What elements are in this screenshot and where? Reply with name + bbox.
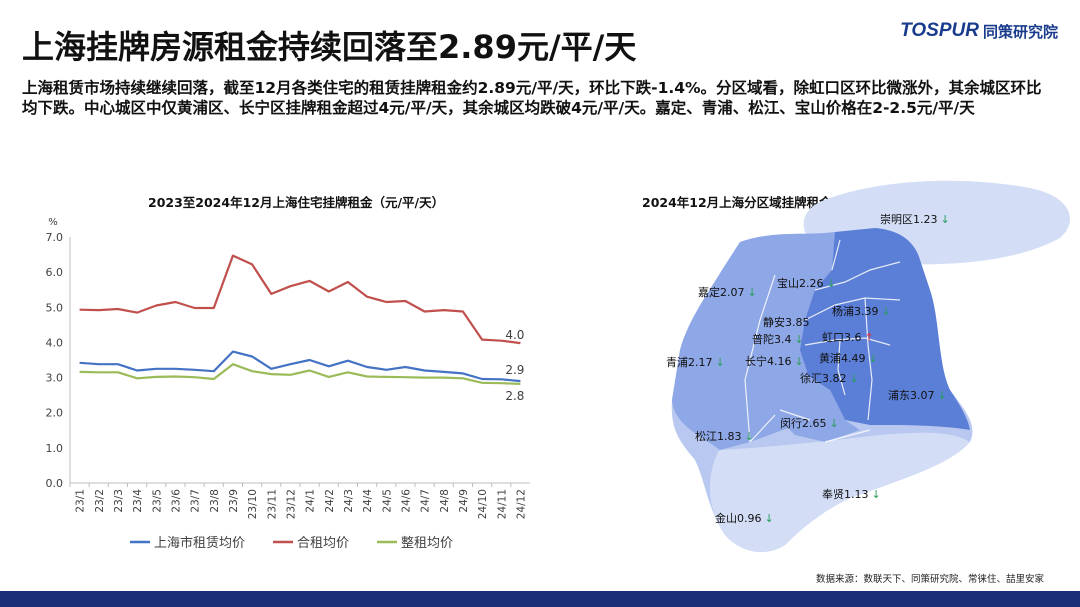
arrow-up-icon: ↑ <box>865 331 874 344</box>
series-end-label: 2.9 <box>505 363 524 377</box>
district-boundaries <box>744 239 901 443</box>
district-label: 黄浦4.49 ↓ <box>819 351 878 365</box>
y-tick-label: 1.0 <box>46 442 64 455</box>
arrow-down-icon: ↓ <box>941 213 950 226</box>
x-tick-label: 24/1 <box>305 489 317 513</box>
district-label: 金山0.96 ↓ <box>715 511 774 525</box>
x-tick-label: 23/12 <box>285 489 297 519</box>
x-tick-label: 23/9 <box>228 489 240 513</box>
line-chart-title: 2023至2024年12月上海住宅挂牌租金（元/平/天） <box>148 195 445 210</box>
x-tick-label: 23/7 <box>190 489 202 513</box>
y-tick-label: 6.0 <box>46 266 64 279</box>
arrow-down-icon: ↓ <box>795 333 804 346</box>
x-tick-label: 23/6 <box>170 489 182 513</box>
logo-text-en: TOSPUR <box>900 20 979 41</box>
district-label: 长宁4.16 ↓ <box>745 354 804 368</box>
data-source: 数据来源：数联天下、同策研究院、常徕住、喆里安家 <box>815 574 1044 585</box>
district-label: 闵行2.65 ↓ <box>780 416 839 430</box>
x-tick-label: 24/3 <box>343 489 355 513</box>
summary-paragraph: 上海租赁市场持续继续回落，截至12月各类住宅的租赁挂牌租金约2.89元/平/天，… <box>22 79 1042 117</box>
x-tick-label: 24/7 <box>420 489 432 513</box>
line-chart: % 0.0 1.0 2.0 3.0 4.0 5.0 6.0 7.0 23/1 23/2 23/3 23/… <box>46 217 530 551</box>
map-region-jinshan-fengxian <box>709 432 970 553</box>
logo-text-cn: 同策研究院 <box>982 22 1058 41</box>
x-tick-label: 24/2 <box>324 489 336 513</box>
district-label: 宝山2.26 ↓ <box>777 276 836 290</box>
y-tick-label: 5.0 <box>46 301 64 314</box>
legend-label: 合租均价 <box>297 536 349 551</box>
legend-label: 整租均价 <box>401 536 453 551</box>
footer-bar <box>0 591 1080 607</box>
arrow-down-icon: ↓ <box>795 355 804 368</box>
x-tick-label: 23/5 <box>151 489 163 513</box>
district-label: 浦东3.07 ↓ <box>888 389 947 402</box>
arrow-down-icon: ↓ <box>938 389 947 402</box>
y-tick-label: 3.0 <box>46 372 64 385</box>
series-end-label: 2.8 <box>505 389 524 403</box>
x-tick-label: 23/1 <box>75 489 87 513</box>
series-line-0 <box>79 350 521 383</box>
y-tick-label: 0.0 <box>46 477 64 490</box>
district-label: 徐汇3.82 ↓ <box>800 371 859 385</box>
arrow-down-icon: ↓ <box>882 305 891 318</box>
arrow-down-icon: ↓ <box>748 286 757 299</box>
arrow-down-icon: ↓ <box>830 417 839 430</box>
y-tick-label: 2.0 <box>46 407 64 420</box>
page-title: 上海挂牌房源租金持续回落至2.89元/平/天 <box>22 28 637 66</box>
x-tick-label: 24/9 <box>458 489 470 513</box>
arrow-down-icon: ↓ <box>827 277 836 290</box>
x-tick-label: 24/10 <box>477 489 489 519</box>
series-end-label: 4.0 <box>505 328 524 342</box>
district-label: 静安3.85 <box>763 315 810 329</box>
arrow-down-icon: ↓ <box>716 356 725 369</box>
map-region-minhang <box>775 370 860 442</box>
x-tick-label: 23/11 <box>266 489 278 519</box>
arrow-down-icon: ↓ <box>850 372 859 385</box>
x-tick-label: 24/5 <box>381 489 393 513</box>
district-label: 虹口3.6 ↑ <box>822 331 874 344</box>
x-tick-label: 23/3 <box>113 489 125 513</box>
brand-logo: TOSPUR 同策研究院 <box>900 20 1058 42</box>
district-map: 崇明区1.23 ↓ 宝山2.26 ↓ 嘉定2.07 ↓ 杨浦3.39 ↓ 静安3.85 普陀3.4… <box>666 180 1070 553</box>
map-region-pudong-central <box>800 228 970 430</box>
arrow-down-icon: ↓ <box>872 488 881 501</box>
x-tick-label: 24/8 <box>439 489 451 513</box>
series-line-1 <box>79 254 521 345</box>
x-tick-label: 24/6 <box>400 489 412 513</box>
y-axis-label: % <box>48 217 58 228</box>
arrow-down-icon: ↓ <box>745 430 754 443</box>
series-line-2 <box>79 363 521 385</box>
arrow-down-icon: ↓ <box>765 512 774 525</box>
district-label: 松江1.83 ↓ <box>695 429 754 443</box>
x-tick-label: 23/8 <box>209 489 221 513</box>
district-label: 青浦2.17 ↓ <box>666 356 725 369</box>
x-tick-label: 24/12 <box>515 489 527 519</box>
x-tick-label: 24/11 <box>496 489 508 519</box>
district-label: 奉贤1.13 ↓ <box>822 487 881 501</box>
y-tick-label: 4.0 <box>46 336 64 349</box>
district-label: 杨浦3.39 ↓ <box>832 304 891 318</box>
x-tick-label: 23/4 <box>132 489 144 513</box>
district-label: 崇明区1.23 ↓ <box>880 213 950 226</box>
arrow-down-icon: ↓ <box>869 352 878 365</box>
district-label: 普陀3.4 ↓ <box>752 332 804 346</box>
district-label: 嘉定2.07 ↓ <box>698 285 757 299</box>
y-tick-label: 7.0 <box>46 231 64 244</box>
legend-label: 上海市租赁均价 <box>154 535 245 551</box>
x-tick-label: 24/4 <box>362 489 374 513</box>
x-tick-label: 23/2 <box>94 489 106 513</box>
x-tick-label: 23/10 <box>247 489 259 519</box>
